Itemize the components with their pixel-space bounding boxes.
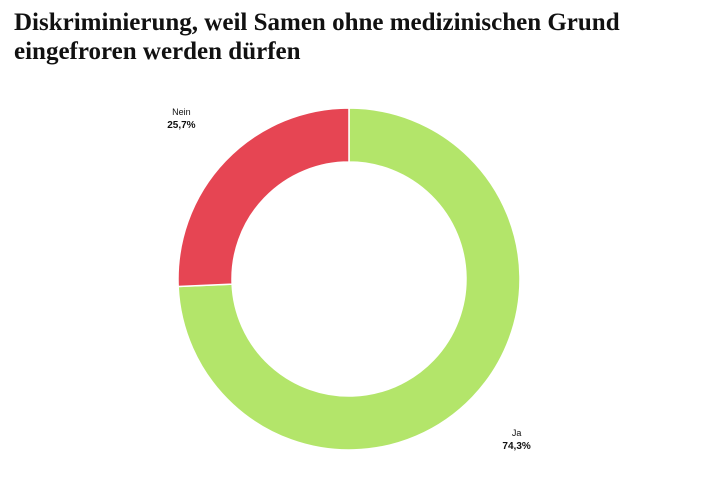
segment-value: 74,3% xyxy=(502,441,530,452)
segment-value: 25,7% xyxy=(167,120,195,131)
segment-label: Nein xyxy=(172,107,191,117)
donut-segment xyxy=(177,107,521,451)
donut-segment xyxy=(177,107,350,288)
segment-label: Ja xyxy=(512,428,522,438)
chart-title: Diskriminierung, weil Samen ohne medizin… xyxy=(14,9,620,65)
